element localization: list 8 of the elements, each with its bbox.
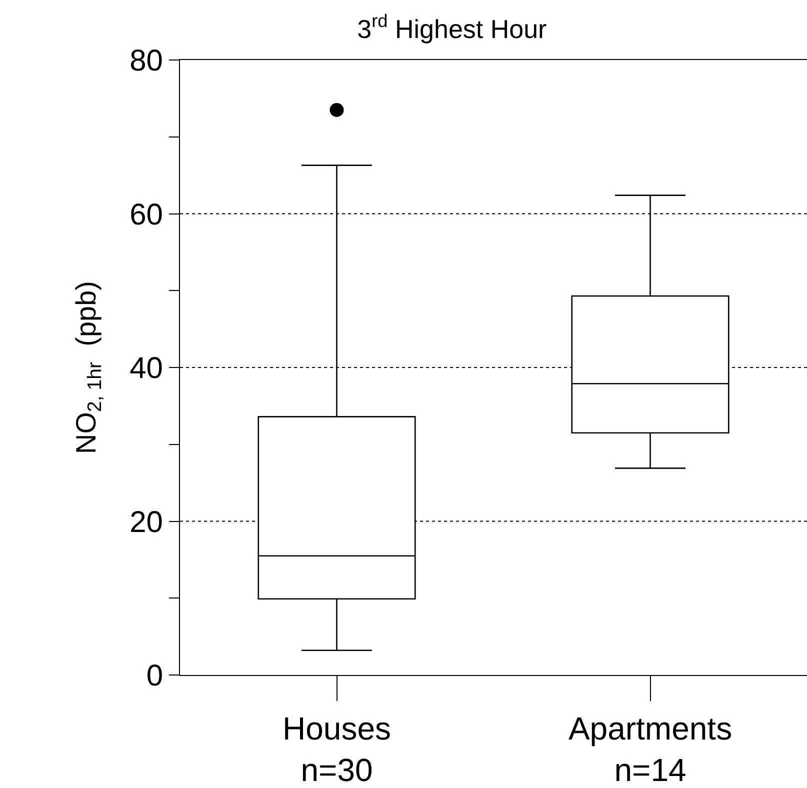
x-tick-label: Houses n=30 — [282, 710, 391, 788]
chart-title: 3$^{rd}$ Highest Hour — [357, 10, 548, 44]
y-tick-label: 20 — [130, 506, 163, 539]
x-tick-label: Apartments n=14 — [568, 710, 732, 788]
y-tick-label: 60 — [130, 198, 163, 232]
y-tick-label: 80 — [130, 44, 163, 78]
y-tick-label: 40 — [130, 352, 163, 385]
y-tick-label: 0 — [146, 660, 163, 692]
